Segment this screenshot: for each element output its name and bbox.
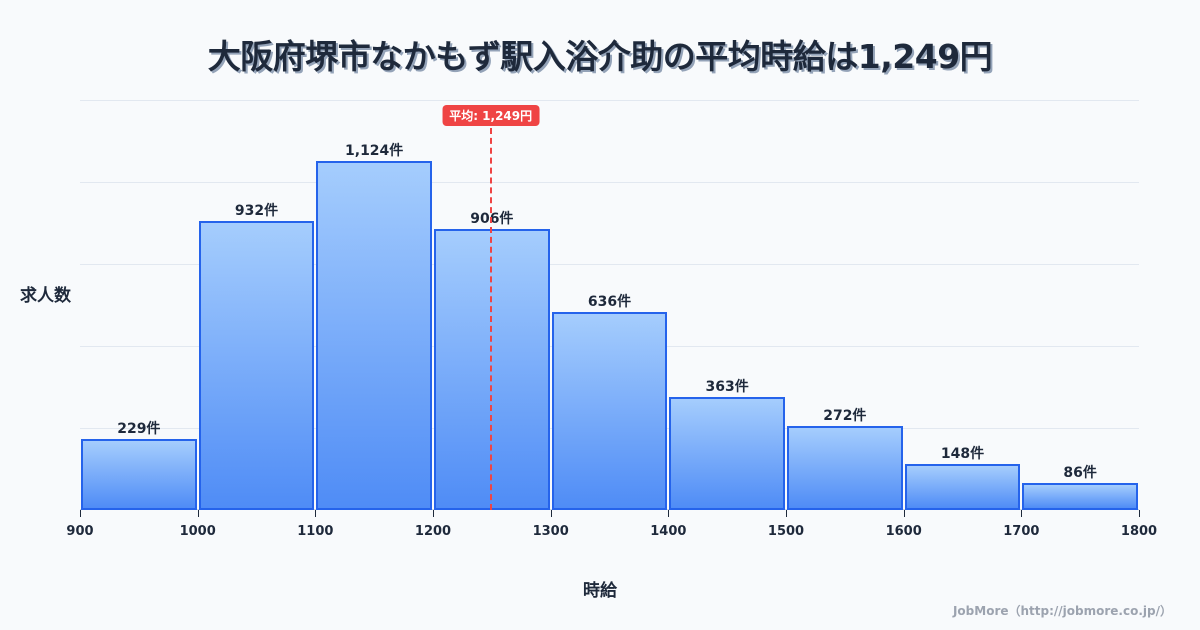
x-tick xyxy=(1021,510,1023,517)
bar-value-label: 229件 xyxy=(117,420,161,437)
x-tick xyxy=(786,510,787,517)
x-tick-label: 1300 xyxy=(532,524,569,539)
bar-value-label: 148件 xyxy=(940,446,985,463)
x-tick-label: 1000 xyxy=(179,524,216,539)
y-axis-label: 求人数 xyxy=(20,286,71,306)
mean-line xyxy=(489,128,492,510)
histogram-bar xyxy=(316,160,432,510)
x-tick xyxy=(1139,510,1140,517)
bar-value-label: 906件 xyxy=(470,210,514,227)
x-tick xyxy=(80,510,81,517)
histogram-bar xyxy=(434,228,550,510)
source-credit: JobMore（http://jobmore.co.jp/） xyxy=(952,604,1172,618)
histogram-bar xyxy=(1022,483,1138,510)
x-tick xyxy=(903,510,905,517)
x-tick-label: 1700 xyxy=(1003,524,1040,539)
gridline xyxy=(80,264,1139,265)
gridline xyxy=(80,182,1139,183)
histogram-bar xyxy=(787,425,903,510)
histogram-bar xyxy=(81,438,197,510)
x-tick-label: 900 xyxy=(66,524,94,539)
x-tick xyxy=(197,510,199,517)
histogram-bar xyxy=(198,220,315,510)
bar-value-label: 272件 xyxy=(823,407,867,424)
x-tick xyxy=(433,510,434,517)
bar-value-label: 86件 xyxy=(1063,465,1097,482)
x-tick-label: 1500 xyxy=(767,524,805,539)
x-tick-label: 1100 xyxy=(297,524,334,539)
bar-value-label: 1,124件 xyxy=(345,142,404,159)
gridline xyxy=(80,100,1139,101)
chart-title: 大阪府堺市なかもず駅入浴介助の平均時給は1,249円 xyxy=(207,37,993,76)
plot-area: 229件 932件 1,124件 906件 636件 363件 272件 148件 86件 xyxy=(80,100,1139,510)
mean-badge: 平均: 1,249円 xyxy=(442,105,540,126)
x-tick xyxy=(315,510,317,517)
histogram-bar xyxy=(904,464,1021,510)
histogram-bar xyxy=(669,397,785,510)
x-tick-label: 1600 xyxy=(885,524,922,539)
histogram-bar xyxy=(551,312,668,510)
x-tick xyxy=(668,510,670,517)
bar-value-label: 932件 xyxy=(234,202,279,219)
x-tick-label: 1800 xyxy=(1120,524,1158,539)
x-tick xyxy=(550,510,552,517)
bar-value-label: 363件 xyxy=(705,379,749,396)
x-axis-label: 時給 xyxy=(583,581,617,601)
x-tick-label: 1200 xyxy=(414,524,452,539)
x-tick-label: 1400 xyxy=(650,524,687,539)
bar-value-label: 636件 xyxy=(587,294,632,311)
